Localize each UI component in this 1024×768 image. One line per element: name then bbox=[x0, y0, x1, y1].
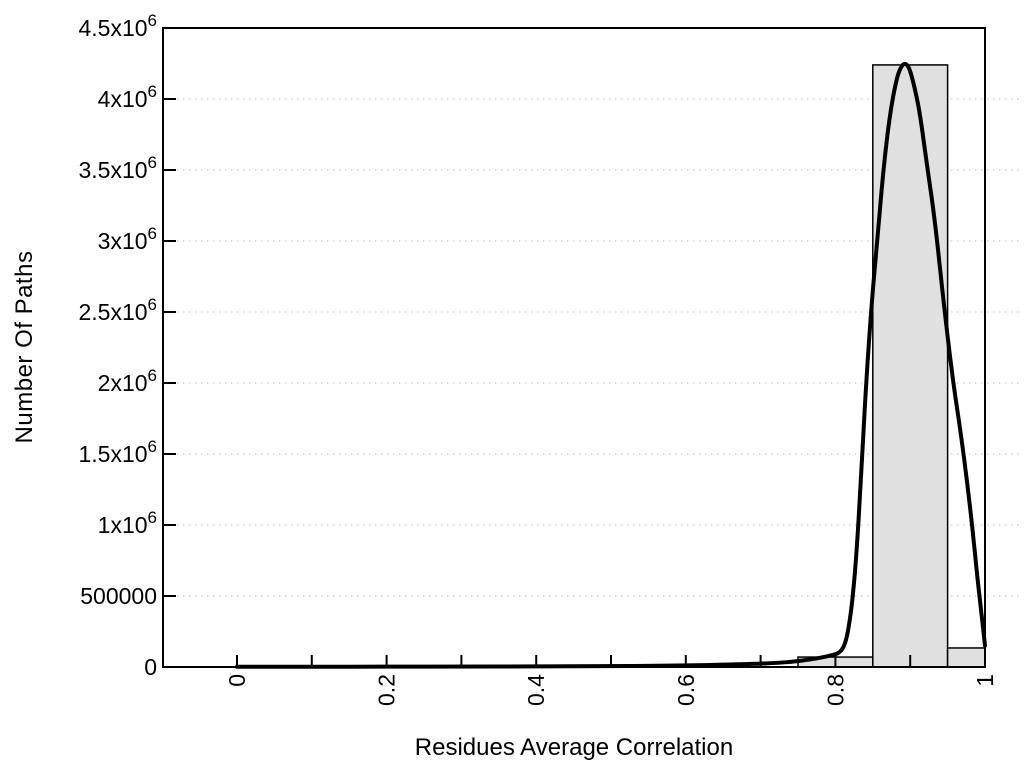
x-tick-label: 1 bbox=[972, 674, 998, 687]
y-tick-label: 3.5x106 bbox=[78, 153, 157, 183]
x-tick-label: 0.8 bbox=[822, 674, 848, 706]
x-axis-title: Residues Average Correlation bbox=[414, 734, 734, 761]
y-axis-title: Number Of Paths bbox=[11, 250, 38, 444]
x-tick-label: 0.2 bbox=[374, 674, 400, 706]
y-tick-label: 2x106 bbox=[98, 366, 157, 396]
y-tick-label: 1x106 bbox=[98, 508, 157, 538]
y-tick-label: 4x106 bbox=[98, 82, 157, 112]
y-tick-label: 4.5x106 bbox=[78, 11, 157, 41]
x-tick-label: 0 bbox=[224, 674, 250, 687]
histogram-bar bbox=[946, 647, 986, 668]
x-tick-label: 0.6 bbox=[673, 674, 699, 706]
density-curve bbox=[235, 61, 987, 669]
y-tick-label: 2.5x106 bbox=[78, 295, 157, 325]
y-tick-label: 1.5x106 bbox=[78, 437, 157, 467]
plot-border bbox=[162, 27, 986, 668]
y-tick-label: 3x106 bbox=[98, 224, 157, 254]
y-tick-label: 500000 bbox=[80, 583, 157, 609]
x-tick-label: 0.4 bbox=[523, 674, 549, 706]
y-tick-label: 0 bbox=[144, 654, 157, 680]
